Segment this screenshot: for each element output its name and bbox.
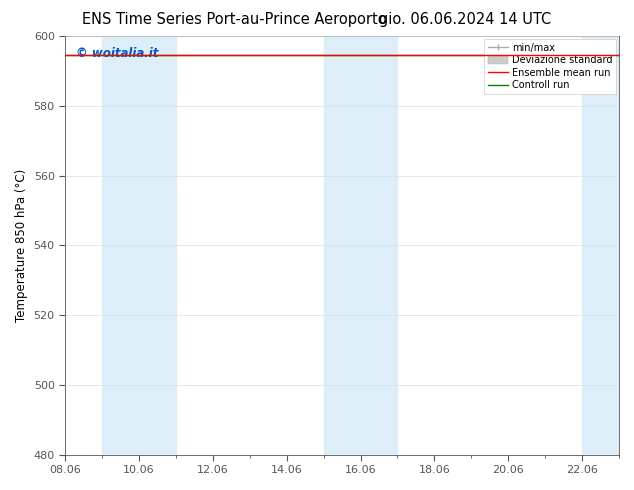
- Legend: min/max, Deviazione standard, Ensemble mean run, Controll run: min/max, Deviazione standard, Ensemble m…: [484, 39, 616, 94]
- Text: gio. 06.06.2024 14 UTC: gio. 06.06.2024 14 UTC: [379, 12, 552, 27]
- Bar: [323, 36, 398, 455]
- Bar: [102, 36, 176, 455]
- Text: ENS Time Series Port-au-Prince Aeroporto: ENS Time Series Port-au-Prince Aeroporto: [82, 12, 387, 27]
- Bar: [582, 36, 619, 455]
- Y-axis label: Temperature 850 hPa (°C): Temperature 850 hPa (°C): [15, 169, 28, 322]
- Text: © woitalia.it: © woitalia.it: [76, 47, 158, 60]
